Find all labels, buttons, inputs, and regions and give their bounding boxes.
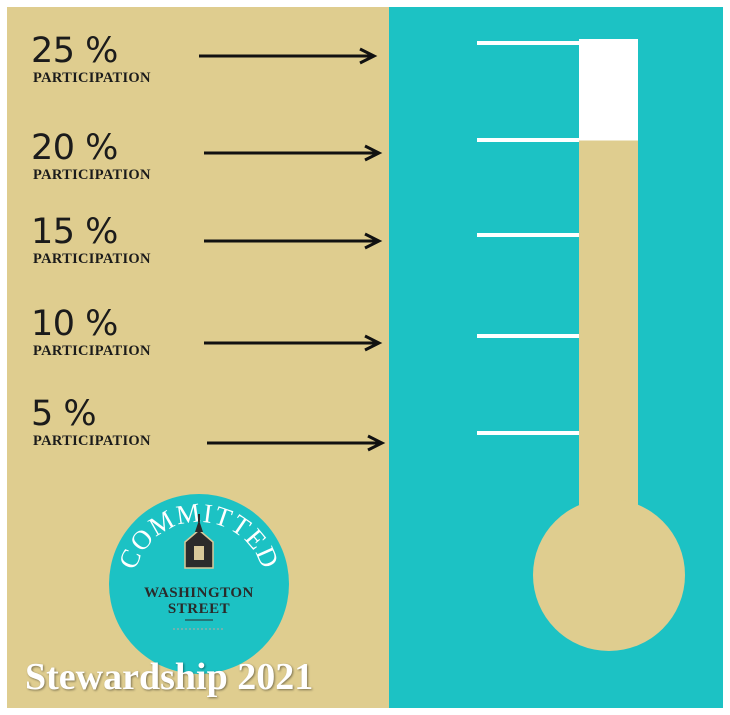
level-percent: 10 % [31, 304, 118, 344]
level-5: 5 % PARTICIPATION [7, 395, 389, 455]
level-25: 25 % PARTICIPATION [7, 32, 389, 92]
logo-line2: STREET [168, 601, 230, 617]
arrow-right-icon [204, 334, 383, 352]
footer-title: Stewardship 2021 [25, 656, 314, 698]
level-caption: PARTICIPATION [33, 70, 151, 86]
logo-line1: WASHINGTON [144, 585, 254, 601]
thermometer-bulb [533, 499, 685, 651]
arrow-right-icon [199, 47, 378, 65]
level-10: 10 % PARTICIPATION [7, 305, 389, 365]
arrow-right-icon [207, 434, 386, 452]
level-percent: 25 % [31, 31, 118, 71]
thermometer-empty-segment [579, 39, 638, 141]
arrow-right-icon [204, 232, 383, 250]
level-caption: PARTICIPATION [33, 167, 151, 183]
level-percent: 15 % [31, 212, 118, 252]
level-20: 20 % PARTICIPATION [7, 129, 389, 189]
level-percent: 20 % [31, 128, 118, 168]
level-percent: 5 % [31, 394, 97, 434]
level-caption: PARTICIPATION [33, 251, 151, 267]
thermometer [477, 39, 685, 651]
stewardship-graphic: 25 % PARTICIPATION 20 % PARTICIPATION 15… [7, 7, 723, 708]
church-icon [184, 514, 214, 569]
arrow-right-icon [204, 144, 383, 162]
level-caption: PARTICIPATION [33, 433, 151, 449]
level-caption: PARTICIPATION [33, 343, 151, 359]
level-15: 15 % PARTICIPATION [7, 213, 389, 273]
left-panel: 25 % PARTICIPATION 20 % PARTICIPATION 15… [7, 7, 389, 708]
committed-logo: COMMITTED WASHINGTON STREET [109, 494, 289, 674]
right-panel [389, 7, 723, 708]
